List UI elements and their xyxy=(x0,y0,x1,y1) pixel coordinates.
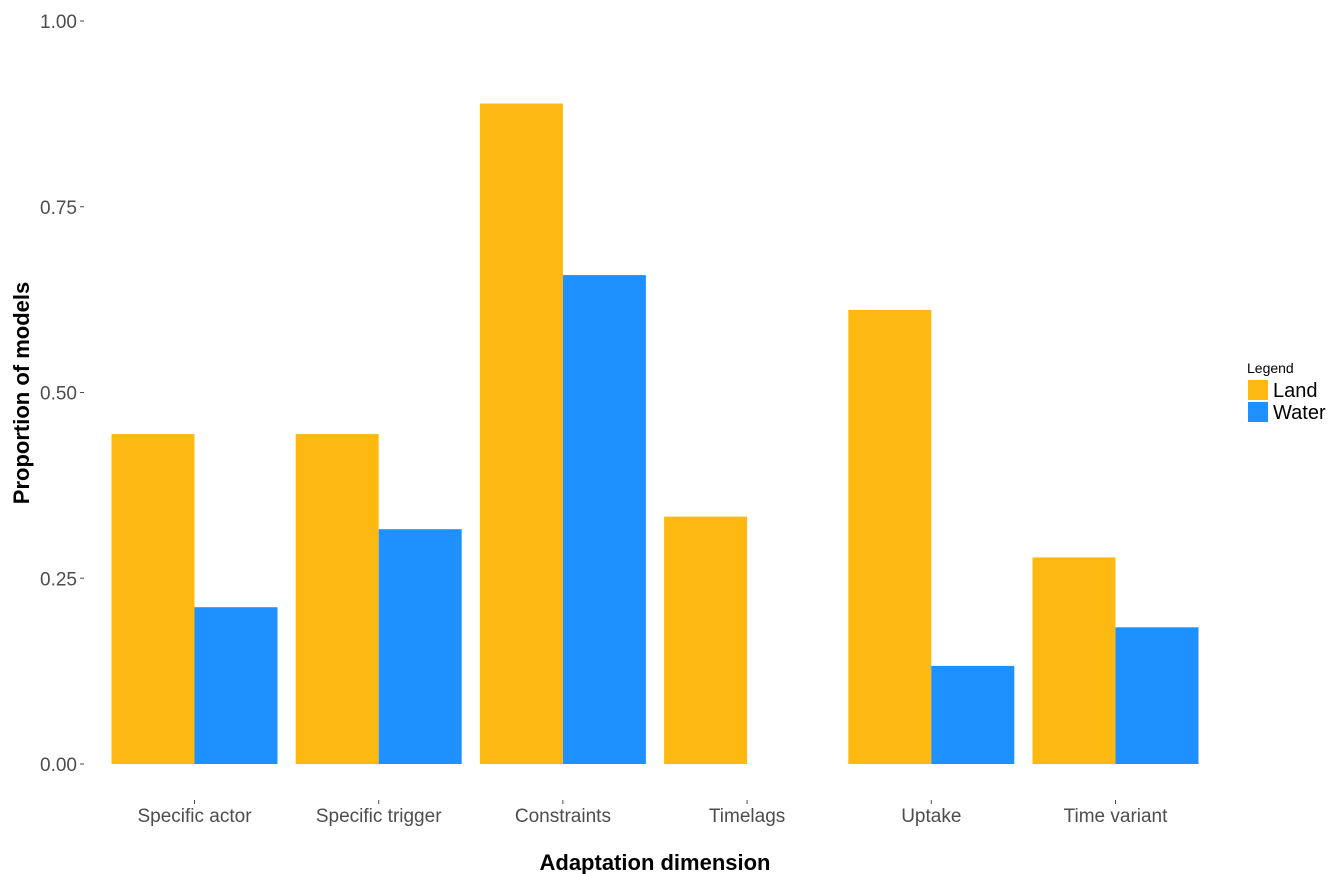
bar-land-2 xyxy=(479,103,563,764)
x-tick-label: Constraints xyxy=(515,806,611,827)
x-tick-label: Timelags xyxy=(709,806,785,827)
bar-water-2 xyxy=(562,275,646,764)
legend: Legend Land Water xyxy=(1247,360,1326,424)
x-axis: Specific actor Specific trigger Constraint… xyxy=(137,800,1168,827)
x-tick-label: Time variant xyxy=(1064,806,1169,827)
x-axis-title: Adaptation dimension xyxy=(540,850,771,874)
bar-water-0 xyxy=(194,607,278,764)
legend-swatch-land xyxy=(1248,380,1268,400)
bar-land-3 xyxy=(664,516,748,764)
bar-water-4 xyxy=(931,665,1015,764)
y-tick-label: 0.50 xyxy=(40,384,77,405)
y-tick-label: 0.25 xyxy=(40,569,77,590)
y-tick-label: 0.75 xyxy=(40,198,77,219)
legend-title: Legend xyxy=(1247,360,1294,376)
x-tick-label: Specific trigger xyxy=(316,806,442,827)
bar-water-1 xyxy=(378,529,462,764)
bar-land-1 xyxy=(295,434,379,764)
legend-swatch-water xyxy=(1248,402,1268,422)
x-tick-label: Uptake xyxy=(901,806,961,827)
bars xyxy=(111,103,1199,764)
bar-water-5 xyxy=(1115,627,1199,764)
x-tick-label: Specific actor xyxy=(137,806,252,827)
y-tick-label: 0.00 xyxy=(40,755,77,776)
y-tick-label: 1.00 xyxy=(40,12,77,33)
legend-label-land: Land xyxy=(1273,380,1318,402)
bar-land-0 xyxy=(111,434,195,764)
y-axis: 0.00 0.25 0.50 0.75 1.00 xyxy=(40,12,84,776)
bar-land-5 xyxy=(1032,557,1116,764)
bar-land-4 xyxy=(848,310,932,764)
legend-label-water: Water xyxy=(1273,402,1326,424)
y-axis-title: Proportion of models xyxy=(9,282,34,504)
